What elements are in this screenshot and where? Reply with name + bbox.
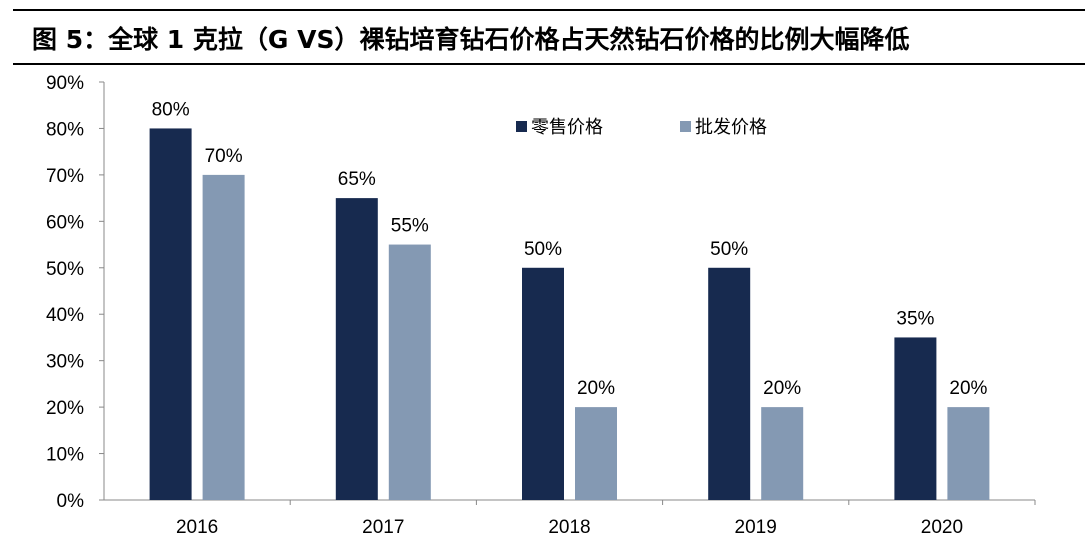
y-tick-label: 10%	[46, 445, 84, 466]
data-label: 55%	[391, 216, 429, 237]
y-tick-label: 90%	[46, 73, 84, 94]
bar-2019-wholesale	[761, 407, 804, 500]
y-tick-label: 70%	[46, 166, 84, 187]
x-tick-label: 2020	[921, 517, 963, 538]
data-label: 20%	[763, 378, 801, 399]
data-label: 80%	[152, 99, 190, 120]
data-label: 50%	[524, 239, 562, 260]
y-tick-label: 50%	[46, 259, 84, 280]
chart-title: 图 5：全球 1 克拉（G VS）裸钻培育钻石价格占天然钻石价格的比例大幅降低	[32, 25, 910, 54]
y-tick-label: 30%	[46, 352, 84, 373]
y-tick-label: 20%	[46, 398, 84, 419]
y-tick-label: 60%	[46, 212, 84, 233]
legend-label: 零售价格	[531, 117, 603, 137]
x-tick-label: 2016	[176, 517, 218, 538]
y-tick-label: 0%	[57, 491, 85, 512]
legend-swatch	[680, 121, 691, 132]
data-label: 50%	[710, 239, 748, 260]
data-label: 20%	[577, 378, 615, 399]
legend-swatch	[516, 121, 527, 132]
data-label: 70%	[205, 146, 243, 167]
x-tick-label: 2017	[362, 517, 404, 538]
bar-2016-wholesale	[202, 174, 245, 500]
data-label: 65%	[338, 169, 376, 190]
bar-2020-wholesale	[947, 407, 990, 500]
bar-2018-wholesale	[575, 407, 617, 500]
title-rule	[13, 63, 1085, 65]
bar-2016-retail	[149, 128, 192, 500]
data-label: 35%	[896, 308, 934, 329]
bar-2020-retail	[894, 337, 937, 500]
y-tick-label: 40%	[46, 305, 84, 326]
bar-2017-wholesale	[388, 244, 431, 500]
data-label: 20%	[949, 378, 987, 399]
x-tick-label: 2019	[735, 517, 777, 538]
y-tick-label: 80%	[46, 119, 84, 140]
x-tick-label: 2018	[548, 517, 590, 538]
bar-2017-retail	[335, 198, 378, 500]
bar-2018-retail	[522, 267, 564, 500]
bar-2019-retail	[708, 267, 751, 500]
top-rule	[13, 9, 1085, 11]
legend-label: 批发价格	[695, 117, 767, 137]
